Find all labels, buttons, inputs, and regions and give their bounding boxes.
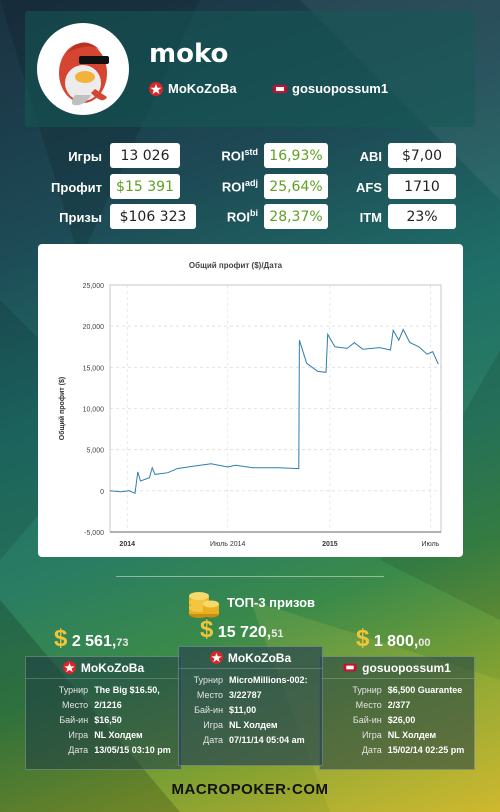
- prizes-label: Призы: [59, 210, 102, 225]
- fish-mascot-icon: [59, 42, 109, 106]
- chart-title: Общий профит ($)/Дата: [189, 261, 283, 270]
- chart-series-line: [109, 328, 439, 495]
- prize-card-header: gosuopossum1: [320, 657, 474, 679]
- chart-ytick: -5,000: [84, 530, 104, 537]
- chart-xtick: Июль 2014: [210, 541, 245, 548]
- games-value: 13 026: [110, 143, 180, 168]
- prize-amount-3: $ 1 800,00: [356, 625, 431, 652]
- chart-ytick: 15,000: [83, 365, 105, 372]
- roi-bi-label: ROIbi: [226, 208, 258, 225]
- prize-row-place: Место 3/22787: [196, 690, 262, 700]
- prize-card-header: MoKoZoBa: [26, 657, 181, 679]
- prize-row-date: Дата 07/11/14 05:04 am: [203, 735, 305, 745]
- fulltilt-icon: [343, 663, 357, 672]
- prize-row-buyin: Бай-ин $11,00: [194, 705, 257, 715]
- pokerstars-icon: [149, 81, 163, 96]
- prize-row-buyin: Бай-ин $26,00: [352, 715, 416, 725]
- divider: [116, 576, 384, 577]
- prize-row-buyin: Бай-ин $16,50: [59, 715, 122, 725]
- chart-xtick: 2014: [119, 541, 135, 548]
- roi-std-value: 16,93%: [264, 143, 328, 168]
- chart-ytick: 20,000: [83, 324, 105, 331]
- pokerstars-icon: [209, 651, 223, 664]
- prize-card-3[interactable]: gosuopossum1 Турнир $6,500 Guarantee Мест…: [319, 656, 475, 770]
- chart-ytick: 5,000: [86, 448, 104, 455]
- itm-value: 23%: [388, 204, 456, 229]
- prize-card-header: MoKoZoBa: [179, 647, 322, 669]
- top3-title: ТОП-3 призов: [226, 594, 316, 610]
- prize-row-date: Дата 15/02/14 02:25 pm: [361, 745, 465, 755]
- fulltilt-icon: [273, 84, 287, 93]
- footer-brand[interactable]: MACROPOKER·COM: [171, 781, 329, 798]
- coins-icon: [188, 592, 219, 618]
- avatar[interactable]: [37, 23, 129, 115]
- prize-card-nick: MoKoZoBa: [80, 660, 145, 675]
- chart-ylabel: Общий профит ($): [58, 377, 66, 440]
- prize-card-nick: MoKoZoBa: [227, 650, 292, 665]
- itm-label: ITM: [359, 210, 382, 225]
- profit-label: Профит: [51, 180, 102, 195]
- nick-fulltilt[interactable]: gosuopossum1: [273, 81, 388, 96]
- nick-pokerstars-label: MoKoZoBa: [168, 81, 237, 96]
- prize-card-nick: gosuopossum1: [362, 660, 451, 675]
- prize-row-date: Дата 13/05/15 03:10 pm: [68, 745, 171, 755]
- prize-row-place: Место 2/1216: [62, 700, 122, 710]
- afs-value: 1710: [388, 174, 456, 199]
- roi-adj-label: ROIadj: [221, 178, 258, 195]
- chart-ytick: 25,000: [83, 283, 105, 290]
- pokerstars-icon: [62, 661, 76, 674]
- prize-amount-2: $ 15 720,51: [200, 616, 284, 643]
- chart-ytick: 10,000: [83, 407, 105, 414]
- prize-card-1[interactable]: MoKoZoBa Турнир The Big $16.50, Место 2/12…: [25, 656, 182, 770]
- roi-std-label: ROIstd: [221, 147, 258, 164]
- prize-row-place: Место 2/377: [355, 700, 411, 710]
- afs-label: AFS: [356, 180, 382, 195]
- roi-adj-value: 25,64%: [264, 174, 328, 199]
- profit-chart[interactable]: Общий профит ($)/Дата Общий профит ($) 25,…: [38, 244, 463, 557]
- chart-ytick: 0: [100, 489, 104, 496]
- nick-pokerstars[interactable]: MoKoZoBa: [149, 81, 237, 96]
- prize-row-game: Игра NL Холдем: [68, 730, 143, 740]
- prize-card-2[interactable]: MoKoZoBa Турнир MicroMillions-002: Место 3…: [178, 646, 323, 766]
- profile-header: moko MoKoZoBa gosuopossum1: [25, 11, 475, 127]
- chart-xtick: Июль: [422, 541, 440, 548]
- prize-row-tournament: Турнир MicroMillions-002:: [193, 675, 308, 685]
- prize-row-game: Игра NL Холдем: [203, 720, 278, 730]
- prize-amount-1: $ 2 561,73: [54, 625, 129, 652]
- username: moko: [149, 39, 229, 69]
- profit-chart-card: Общий профит ($)/Дата Общий профит ($) 25,…: [38, 244, 463, 557]
- abi-label: ABI: [359, 149, 382, 164]
- nick-fulltilt-label: gosuopossum1: [292, 81, 389, 96]
- prize-row-tournament: Турнир $6,500 Guarantee: [352, 685, 463, 695]
- prizes-value: $106 323: [110, 204, 196, 229]
- profit-value: $15 391: [110, 174, 180, 199]
- prize-row-tournament: Турнир The Big $16.50,: [58, 685, 160, 695]
- roi-bi-value: 28,37%: [264, 204, 328, 229]
- chart-xtick: 2015: [322, 541, 338, 548]
- games-label: Игры: [68, 149, 102, 164]
- top3-header: ТОП-3 призов: [0, 584, 500, 620]
- abi-value: $7,00: [388, 143, 456, 168]
- prize-row-game: Игра NL Холдем: [361, 730, 437, 740]
